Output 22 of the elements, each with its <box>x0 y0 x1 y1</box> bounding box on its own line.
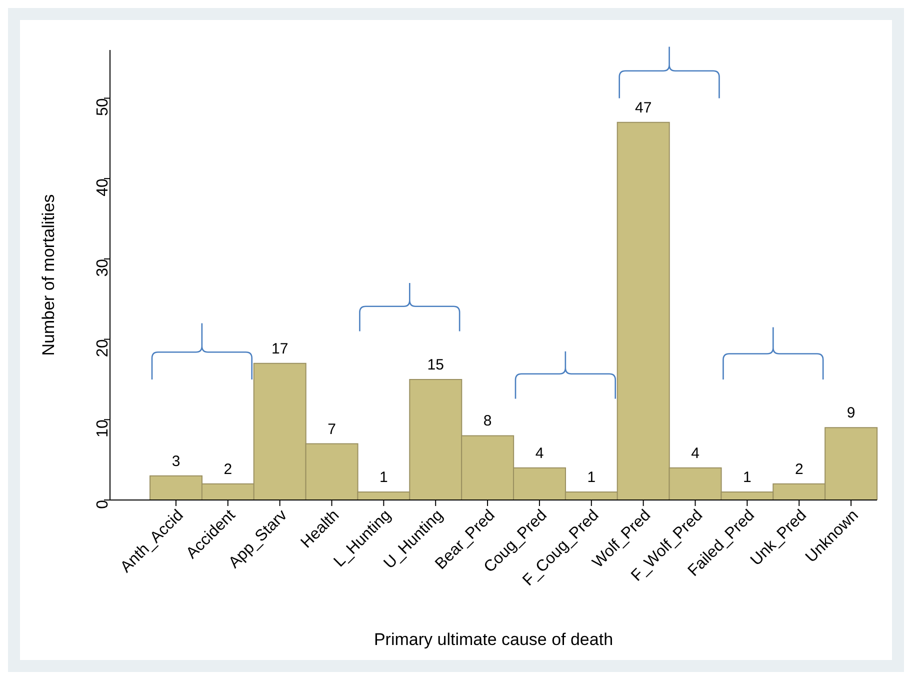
data-label: 15 <box>427 356 444 374</box>
data-label: 2 <box>224 460 232 478</box>
data-label: 9 <box>846 404 856 422</box>
y-tick-label: 10 <box>94 420 112 438</box>
data-label: 4 <box>691 444 700 462</box>
y-tick-label: 40 <box>94 178 112 196</box>
data-label: 2 <box>794 460 804 478</box>
y-tick-label: 0 <box>94 500 112 509</box>
y-tick-label: 30 <box>94 258 112 277</box>
y-tick-label: 50 <box>94 98 112 116</box>
data-label: 1 <box>380 468 388 486</box>
data-label: 1 <box>587 468 596 486</box>
x-axis-title: Primary ultimate cause of death <box>374 630 614 649</box>
y-axis-title: Number of mortalities <box>39 194 58 356</box>
data-label: 3 <box>172 452 180 470</box>
data-label: 1 <box>743 468 752 486</box>
data-label: 7 <box>328 420 336 438</box>
data-label: 17 <box>272 340 288 358</box>
data-label: 47 <box>635 99 652 116</box>
data-label: 8 <box>483 412 492 430</box>
y-tick-label: 20 <box>94 339 112 358</box>
data-label: 4 <box>535 444 544 462</box>
